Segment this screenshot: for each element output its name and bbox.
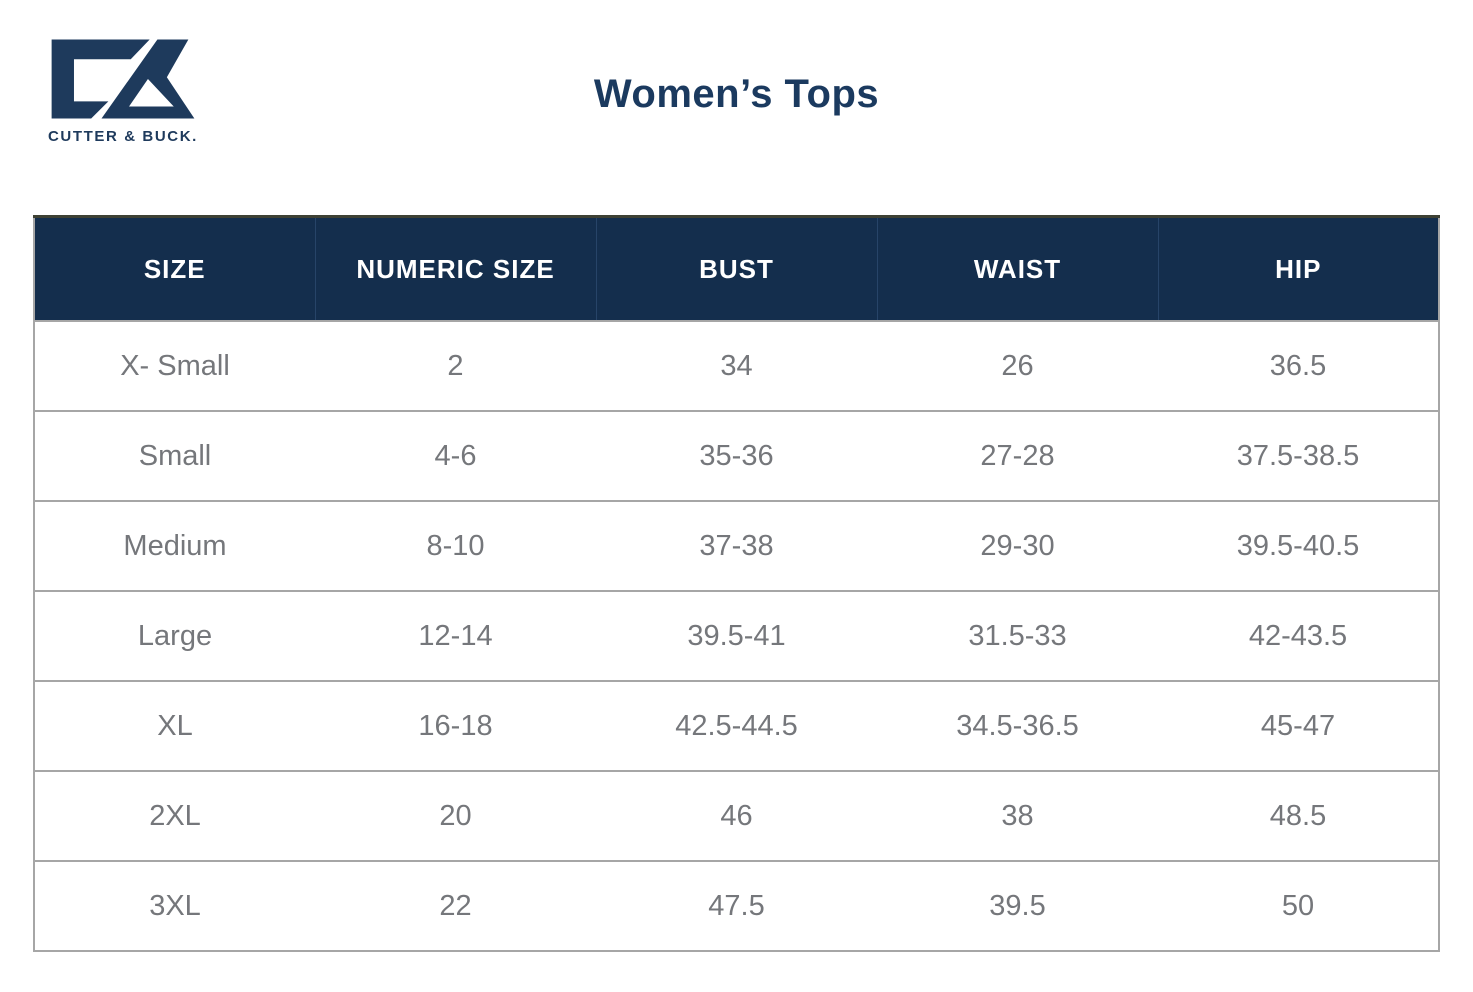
table-cell: 46 <box>596 770 877 861</box>
table-cell: 37.5-38.5 <box>1158 410 1439 501</box>
table-row: Medium 8-10 37-38 29-30 39.5-40.5 <box>34 500 1439 591</box>
column-header-hip: HIP <box>1157 215 1439 322</box>
table-row: Large 12-14 39.5-41 31.5-33 42-43.5 <box>34 590 1439 681</box>
table-cell: 42-43.5 <box>1158 590 1439 681</box>
column-header-size: SIZE <box>34 215 315 322</box>
table-cell: 29-30 <box>877 500 1158 591</box>
size-chart-table: SIZE NUMERIC SIZE BUST WAIST HIP X- Small 2 34… <box>33 215 1440 952</box>
column-header-bust: BUST <box>595 215 877 322</box>
column-header-numeric-size: NUMERIC SIZE <box>314 215 596 322</box>
table-cell: 48.5 <box>1158 770 1439 861</box>
table-header-row: SIZE NUMERIC SIZE BUST WAIST HIP <box>34 215 1439 322</box>
size-label-cell: 3XL <box>34 860 315 951</box>
table-cell: 35-36 <box>596 410 877 501</box>
table-cell: 20 <box>315 770 596 861</box>
table-cell: 42.5-44.5 <box>596 680 877 771</box>
table-row: Small 4-6 35-36 27-28 37.5-38.5 <box>34 410 1439 501</box>
table-cell: 4-6 <box>315 410 596 501</box>
size-label-cell: Large <box>34 590 315 681</box>
table-cell: 34.5-36.5 <box>877 680 1158 771</box>
table-cell: 12-14 <box>315 590 596 681</box>
table-cell: 31.5-33 <box>877 590 1158 681</box>
column-header-waist: WAIST <box>876 215 1158 322</box>
brand-name: CUTTER & BUCK. <box>48 128 198 145</box>
table-row: X- Small 2 34 26 36.5 <box>34 321 1439 411</box>
table-cell: 39.5 <box>877 860 1158 951</box>
table-cell: 38 <box>877 770 1158 861</box>
size-label-cell: XL <box>34 680 315 771</box>
cutter-buck-monogram-icon <box>51 39 195 119</box>
table-cell: 47.5 <box>596 860 877 951</box>
table-header: SIZE NUMERIC SIZE BUST WAIST HIP <box>34 215 1439 322</box>
table-cell: 26 <box>877 321 1158 411</box>
table-cell: 45-47 <box>1158 680 1439 771</box>
table-cell: 50 <box>1158 860 1439 951</box>
table-body: X- Small 2 34 26 36.5 Small 4-6 35-36 27-28 37.5-… <box>34 321 1439 951</box>
page-title: Women’s Tops <box>593 72 880 116</box>
table-cell: 2 <box>315 321 596 411</box>
table-cell: 22 <box>315 860 596 951</box>
table-cell: 36.5 <box>1158 321 1439 411</box>
size-label-cell: Medium <box>34 500 315 591</box>
table-cell: 34 <box>596 321 877 411</box>
table-cell: 39.5-41 <box>596 590 877 681</box>
table-cell: 39.5-40.5 <box>1158 500 1439 591</box>
table-row: XL 16-18 42.5-44.5 34.5-36.5 45-47 <box>34 680 1439 771</box>
size-label-cell: X- Small <box>34 321 315 411</box>
table-cell: 37-38 <box>596 500 877 591</box>
table-cell: 8-10 <box>315 500 596 591</box>
size-label-cell: Small <box>34 410 315 501</box>
table-cell: 27-28 <box>877 410 1158 501</box>
table-row: 3XL 22 47.5 39.5 50 <box>34 860 1439 951</box>
table-cell: 16-18 <box>315 680 596 771</box>
cutter-buck-logo: CUTTER & BUCK. <box>48 36 200 145</box>
table-row: 2XL 20 46 38 48.5 <box>34 770 1439 861</box>
size-label-cell: 2XL <box>34 770 315 861</box>
